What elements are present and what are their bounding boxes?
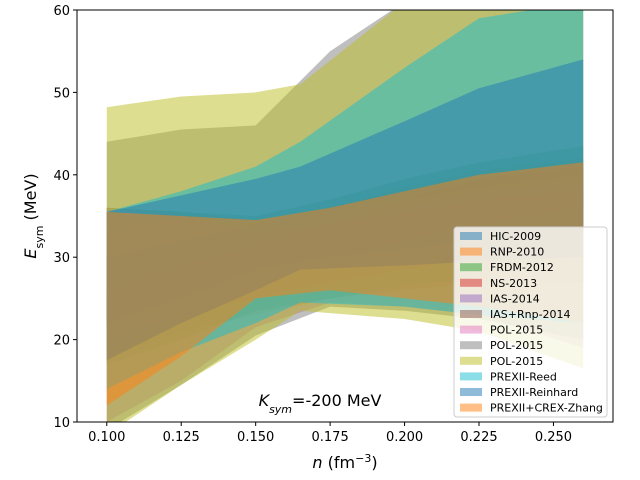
legend-swatch — [460, 263, 482, 272]
legend-label: PREXII-Reed — [490, 370, 557, 383]
x-tick-label: 0.225 — [460, 430, 497, 445]
legend-swatch — [460, 403, 482, 412]
y-tick-label: 20 — [53, 334, 70, 349]
x-tick-label: 0.175 — [312, 430, 349, 445]
legend-swatch — [460, 388, 482, 396]
x-tick-label: 0.250 — [535, 430, 572, 445]
legend-swatch — [460, 341, 482, 350]
legend-label: NS-2013 — [490, 277, 537, 290]
x-tick-label: 0.125 — [163, 430, 200, 445]
legend-label: PREXII+CREX-Zhang — [490, 402, 603, 415]
legend-label: FRDM-2012 — [490, 261, 554, 274]
y-tick-label: 30 — [53, 251, 70, 266]
legend-swatch — [460, 310, 482, 318]
y-axis: 10 20 30 40 50 60 — [53, 4, 77, 431]
y-tick-label: 60 — [53, 4, 70, 19]
legend-swatch — [460, 356, 482, 365]
legend-box — [453, 226, 608, 418]
y-axis-title: Esym (MeV) — [21, 173, 46, 258]
legend-swatch — [460, 325, 482, 334]
legend-label: POL-2015 — [490, 339, 543, 352]
legend-swatch — [460, 294, 482, 303]
x-tick-label: 0.100 — [88, 430, 125, 445]
legend-label: HIC-2009 — [490, 230, 541, 243]
legend-swatch — [460, 247, 482, 256]
legend-label: PREXII-Reinhard — [490, 386, 578, 399]
legend-label: POL-2015 — [490, 355, 543, 368]
legend-label: IAS-2014 — [490, 292, 540, 305]
legend-swatch — [460, 232, 482, 240]
legend-swatch — [460, 278, 482, 287]
legend-label: RNP-2010 — [490, 246, 544, 259]
y-tick-label: 10 — [53, 416, 70, 431]
y-tick-label: 40 — [53, 169, 70, 184]
band-12 — [106, 162, 584, 406]
x-tick-label: 0.200 — [386, 430, 423, 445]
plot-frame — [76, 9, 614, 423]
legend-label: POL-2015 — [490, 324, 543, 337]
ksym-annotation: Ksym=-200 MeV — [259, 391, 382, 416]
x-axis-title: n (fm−3) — [312, 452, 377, 473]
y-tick-label: 50 — [53, 86, 70, 101]
legend-label: IAS+Rnp-2014 — [490, 308, 571, 321]
x-tick-label: 0.150 — [237, 430, 274, 445]
x-axis: 0.100 0.125 0.150 0.175 0.200 0.225 0.250 — [88, 422, 572, 445]
legend: HIC-2009 RNP-2010 FRDM-2012 NS-2013 IAS-2014… — [453, 226, 608, 418]
legend-swatch — [460, 372, 482, 381]
